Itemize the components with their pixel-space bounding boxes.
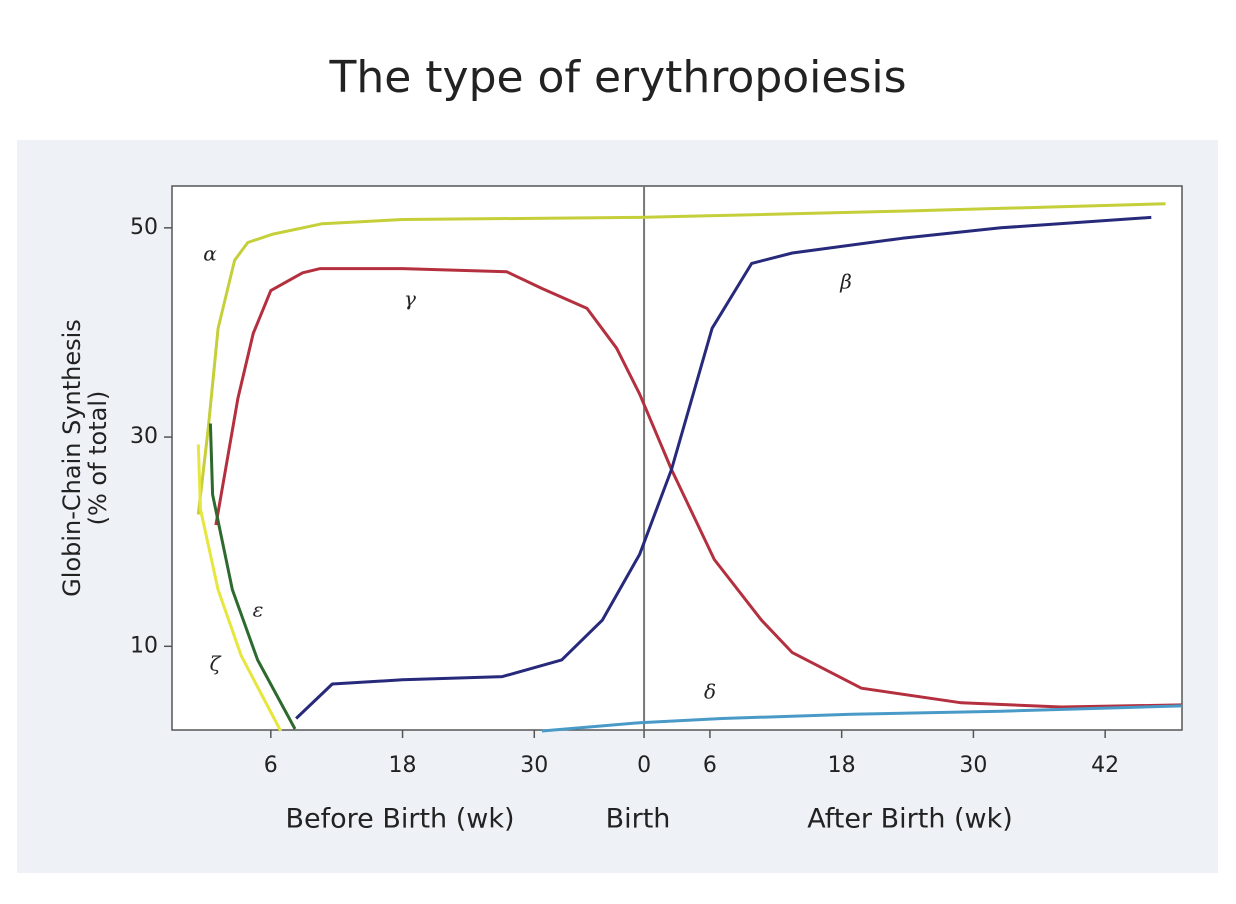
y-tick-label: 10	[130, 633, 158, 658]
x-tick-label: 42	[1091, 753, 1119, 778]
y-axis-label: Globin-Chain Synthesis(% of total)	[58, 319, 112, 597]
x-tick-label: 30	[520, 753, 548, 778]
series-line	[196, 444, 283, 732]
y-axis-label-line: Globin-Chain Synthesis	[58, 319, 86, 597]
series-line	[541, 704, 1183, 733]
series-label: α	[203, 242, 217, 266]
series-label: ζ	[210, 652, 222, 676]
series-line	[196, 202, 1166, 515]
y-tick-label: 50	[130, 215, 158, 240]
series-label: γ	[404, 287, 416, 311]
chart-title: The type of erythropoiesis	[328, 52, 906, 103]
series-line	[208, 423, 297, 730]
x-group-label: Before Birth (wk)	[285, 804, 514, 835]
x-tick-label: 18	[828, 753, 856, 778]
y-tick-label: 30	[130, 424, 158, 449]
series-label: ε	[253, 598, 264, 622]
series-line	[214, 267, 1183, 709]
series-line	[295, 215, 1152, 720]
x-group-label: Birth	[606, 804, 671, 835]
x-tick-label: 18	[389, 753, 417, 778]
y-axis-label-line: (% of total)	[84, 391, 112, 526]
x-tick-label: 6	[264, 753, 278, 778]
series-label: β	[839, 270, 852, 294]
x-group-label: After Birth (wk)	[807, 804, 1013, 835]
x-tick-label: 0	[637, 753, 651, 778]
plot-area	[171, 185, 1183, 731]
series-label: δ	[704, 680, 716, 704]
x-tick-label: 30	[959, 753, 987, 778]
x-tick-label: 6	[703, 753, 717, 778]
